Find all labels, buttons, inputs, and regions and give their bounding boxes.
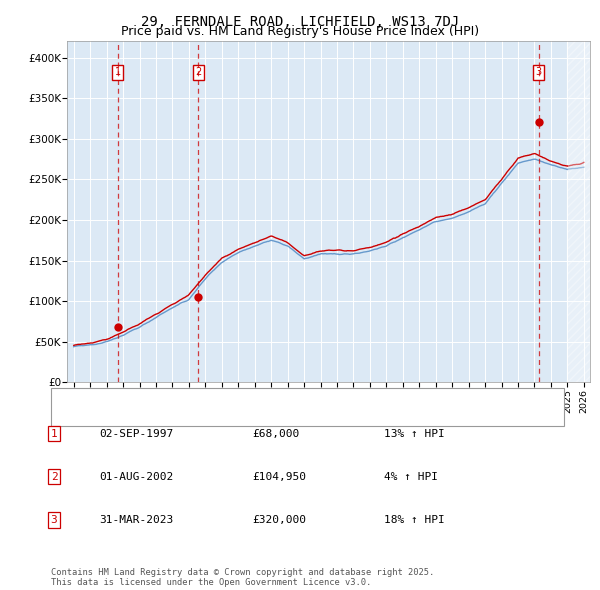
Text: 01-AUG-2002: 01-AUG-2002	[99, 472, 173, 481]
Text: 2: 2	[196, 67, 202, 77]
Text: Contains HM Land Registry data © Crown copyright and database right 2025.
This d: Contains HM Land Registry data © Crown c…	[51, 568, 434, 587]
Text: 02-SEP-1997: 02-SEP-1997	[99, 429, 173, 438]
Text: 3: 3	[50, 515, 58, 525]
Text: 29, FERNDALE ROAD, LICHFIELD, WS13 7DJ (semi-detached house): 29, FERNDALE ROAD, LICHFIELD, WS13 7DJ (…	[92, 392, 467, 402]
Text: 4% ↑ HPI: 4% ↑ HPI	[384, 472, 438, 481]
Text: £68,000: £68,000	[252, 429, 299, 438]
Text: £320,000: £320,000	[252, 515, 306, 525]
Text: £104,950: £104,950	[252, 472, 306, 481]
Text: 2: 2	[50, 472, 58, 481]
Text: 1: 1	[115, 67, 121, 77]
Bar	[568, 41, 590, 382]
Text: 1: 1	[50, 429, 58, 438]
Text: Price paid vs. HM Land Registry's House Price Index (HPI): Price paid vs. HM Land Registry's House …	[121, 25, 479, 38]
Text: 3: 3	[536, 67, 542, 77]
Text: 13% ↑ HPI: 13% ↑ HPI	[384, 429, 445, 438]
Text: 18% ↑ HPI: 18% ↑ HPI	[384, 515, 445, 525]
Text: 31-MAR-2023: 31-MAR-2023	[99, 515, 173, 525]
FancyBboxPatch shape	[51, 388, 564, 426]
Text: HPI: Average price, semi-detached house, Lichfield: HPI: Average price, semi-detached house,…	[92, 411, 404, 421]
Text: 29, FERNDALE ROAD, LICHFIELD, WS13 7DJ: 29, FERNDALE ROAD, LICHFIELD, WS13 7DJ	[141, 15, 459, 29]
